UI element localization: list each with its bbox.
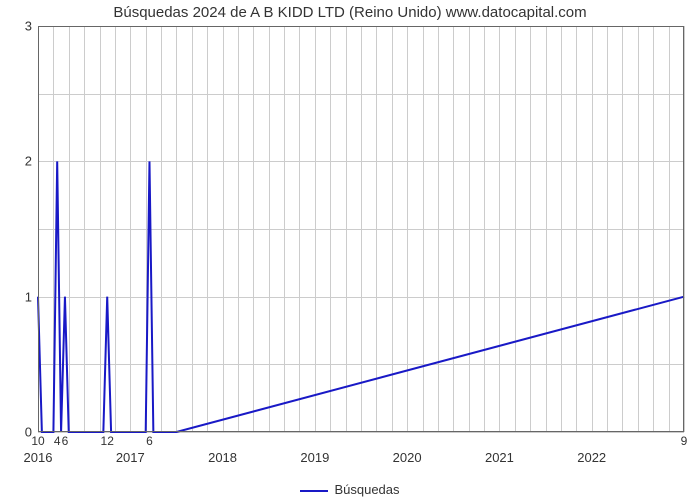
point-label: 4 <box>54 434 61 448</box>
plot-area: 0123201620172018201920202021202210461269 <box>38 26 684 432</box>
y-tick-label: 1 <box>25 289 32 304</box>
point-label: 12 <box>101 434 114 448</box>
x-tick-label: 2017 <box>116 450 145 465</box>
point-label: 6 <box>146 434 153 448</box>
legend-label: Búsquedas <box>334 482 399 497</box>
x-tick-label: 2018 <box>208 450 237 465</box>
x-tick-label: 2022 <box>577 450 606 465</box>
y-tick-label: 2 <box>25 154 32 169</box>
legend-swatch <box>300 490 328 492</box>
x-tick-label: 2019 <box>300 450 329 465</box>
chart-title: Búsquedas 2024 de A B KIDD LTD (Reino Un… <box>0 4 700 21</box>
y-tick-label: 3 <box>25 19 32 34</box>
chart-container: Búsquedas 2024 de A B KIDD LTD (Reino Un… <box>0 0 700 500</box>
point-label: 10 <box>31 434 44 448</box>
x-tick-label: 2020 <box>393 450 422 465</box>
legend: Búsquedas <box>0 482 700 497</box>
line-layer <box>38 26 684 432</box>
series-line <box>38 161 684 432</box>
x-tick-label: 2021 <box>485 450 514 465</box>
grid-line-v <box>684 26 685 432</box>
x-tick-label: 2016 <box>24 450 53 465</box>
point-label: 6 <box>62 434 69 448</box>
point-label: 9 <box>681 434 688 448</box>
